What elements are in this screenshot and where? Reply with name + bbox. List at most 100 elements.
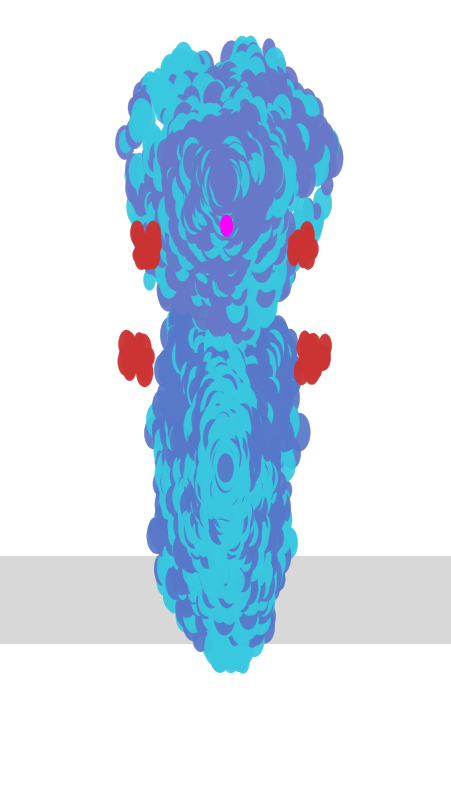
Circle shape (221, 454, 232, 474)
Circle shape (217, 442, 232, 469)
Circle shape (248, 119, 266, 150)
Circle shape (259, 584, 276, 613)
Circle shape (204, 546, 221, 575)
Circle shape (161, 346, 180, 379)
Circle shape (170, 186, 189, 220)
Circle shape (317, 127, 331, 153)
Circle shape (187, 534, 200, 558)
Circle shape (221, 476, 242, 513)
Circle shape (203, 258, 214, 278)
Circle shape (222, 460, 236, 485)
Circle shape (219, 217, 237, 249)
Circle shape (208, 497, 230, 535)
Circle shape (207, 173, 222, 199)
Circle shape (240, 185, 261, 221)
Circle shape (182, 480, 194, 502)
Circle shape (200, 556, 220, 591)
Circle shape (260, 182, 274, 206)
Circle shape (222, 450, 234, 470)
Circle shape (179, 152, 200, 189)
Circle shape (295, 197, 314, 231)
Circle shape (209, 506, 230, 542)
Circle shape (204, 603, 216, 623)
Circle shape (220, 460, 237, 489)
Circle shape (213, 420, 223, 439)
Circle shape (233, 36, 251, 69)
Circle shape (219, 442, 235, 470)
Circle shape (185, 241, 197, 262)
Circle shape (271, 329, 289, 361)
Circle shape (119, 330, 134, 358)
Circle shape (255, 516, 276, 553)
Circle shape (240, 306, 251, 326)
Circle shape (156, 146, 168, 167)
Circle shape (261, 456, 271, 474)
Circle shape (201, 506, 221, 542)
Circle shape (196, 211, 207, 232)
Circle shape (144, 244, 158, 269)
Circle shape (267, 568, 278, 589)
Circle shape (253, 182, 264, 204)
Circle shape (235, 382, 252, 413)
Circle shape (222, 138, 237, 164)
Circle shape (209, 514, 221, 537)
Circle shape (161, 198, 182, 235)
Circle shape (163, 453, 182, 487)
Circle shape (195, 607, 212, 636)
Circle shape (225, 449, 239, 474)
Circle shape (276, 162, 286, 182)
Circle shape (234, 535, 246, 558)
Circle shape (279, 79, 295, 107)
Circle shape (240, 486, 257, 518)
Circle shape (204, 408, 221, 438)
Circle shape (237, 178, 255, 210)
Circle shape (184, 172, 201, 201)
Circle shape (313, 187, 332, 220)
Circle shape (305, 354, 321, 381)
Circle shape (228, 527, 244, 555)
Circle shape (240, 108, 250, 126)
Circle shape (126, 118, 143, 149)
Circle shape (219, 473, 228, 490)
Circle shape (189, 288, 209, 324)
Circle shape (154, 85, 176, 124)
Circle shape (152, 519, 170, 549)
Circle shape (146, 221, 161, 248)
Circle shape (215, 412, 231, 441)
Circle shape (237, 571, 254, 602)
Circle shape (191, 254, 201, 273)
Circle shape (170, 423, 189, 458)
Circle shape (267, 179, 289, 218)
Circle shape (185, 122, 202, 152)
Circle shape (228, 462, 241, 486)
Circle shape (208, 558, 219, 576)
Circle shape (240, 193, 256, 221)
Circle shape (130, 102, 145, 129)
Circle shape (206, 71, 215, 88)
Circle shape (218, 576, 236, 608)
Circle shape (190, 590, 204, 614)
Circle shape (218, 437, 235, 467)
Circle shape (223, 140, 240, 170)
Circle shape (219, 168, 235, 195)
Circle shape (212, 279, 223, 299)
Circle shape (235, 136, 244, 153)
Circle shape (218, 178, 233, 203)
Circle shape (188, 431, 203, 458)
Circle shape (213, 167, 235, 206)
Circle shape (176, 432, 186, 450)
Circle shape (279, 154, 296, 185)
Circle shape (225, 538, 244, 572)
Circle shape (246, 485, 262, 513)
Circle shape (198, 155, 218, 192)
Circle shape (271, 90, 289, 122)
Circle shape (217, 158, 235, 191)
Circle shape (145, 190, 160, 218)
Circle shape (231, 198, 248, 226)
Circle shape (222, 373, 242, 407)
Circle shape (221, 155, 238, 184)
Circle shape (256, 576, 269, 599)
Circle shape (210, 488, 221, 506)
Circle shape (226, 319, 235, 335)
Circle shape (229, 524, 249, 560)
